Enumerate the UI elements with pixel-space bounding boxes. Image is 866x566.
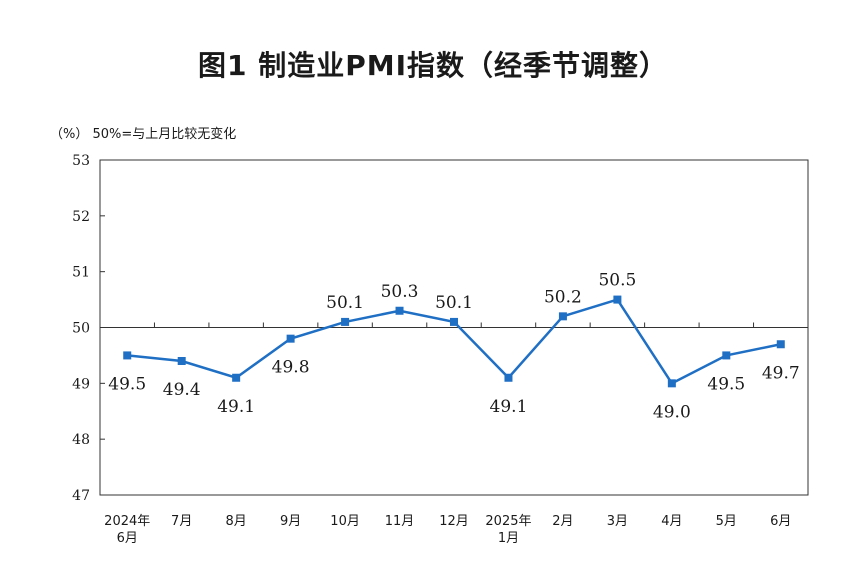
data-label: 50.2 [544,287,582,307]
x-tick-label: 2025年 [485,514,531,529]
y-tick-label: 47 [72,488,90,504]
data-label: 50.5 [598,271,636,291]
x-tick-label: 12月 [439,514,469,529]
data-label: 50.1 [326,293,364,313]
x-tick-label: 6月 [770,514,791,529]
data-label: 49.0 [653,402,691,422]
data-point-marker [504,373,513,382]
data-point-marker [450,317,458,326]
data-point-marker [613,295,622,304]
data-point-marker [341,317,350,326]
y-axis: 47 48 49 50 51 52 53 [72,153,105,504]
x-tick-label: 9月 [280,514,301,529]
data-label: 49.5 [707,374,745,394]
data-point-marker [667,379,676,388]
x-tick-label: 5月 [716,514,737,529]
y-tick-label: 53 [72,153,90,169]
x-tick-label: 11月 [385,514,415,529]
x-axis: 2024年 6月 7月 8月 9月 10月 11月 12月 2025年 1月 2月 3月 4月 5月 6月 [104,322,791,546]
data-point-marker [177,357,186,365]
y-tick-label: 49 [72,376,90,392]
data-label: 49.7 [762,363,800,383]
x-tick-label: 2月 [552,514,573,529]
data-label: 49.8 [272,358,310,378]
x-tick-label: 7月 [171,514,192,529]
data-labels: 49.5 49.4 49.1 49.8 50.1 50.3 50.1 49.1 50.2 50.5… [108,271,799,423]
data-label: 50.1 [435,293,473,313]
data-label: 49.1 [490,397,528,417]
y-tick-label: 48 [72,432,90,448]
data-point-marker [395,306,404,315]
y-tick-label: 50 [72,321,90,337]
data-point-marker [123,351,132,360]
x-tick-label: 4月 [661,514,682,529]
y-tick-label: 52 [72,209,90,225]
data-point-marker [722,351,731,360]
x-tick-label: 6月 [117,531,138,546]
x-tick-label: 3月 [607,514,628,529]
chart-title: 图1 制造业PMI指数（经季节调整） [197,49,669,82]
data-point-marker [776,340,785,349]
x-tick-label: 1月 [498,531,519,546]
data-label: 50.3 [381,282,419,302]
series-markers [123,295,785,388]
data-label: 49.1 [217,397,255,417]
x-tick-label: 2024年 [104,514,150,529]
data-point-marker [286,334,295,343]
y-tick-label: 51 [72,265,90,281]
data-label: 49.4 [163,380,201,400]
y-unit-note: （%） 50%=与上月比较无变化 [50,127,237,142]
data-point-marker [558,312,567,321]
data-label: 49.5 [108,374,146,394]
x-tick-label: 10月 [330,514,360,529]
data-point-marker [232,373,241,382]
x-tick-label: 8月 [226,514,247,529]
